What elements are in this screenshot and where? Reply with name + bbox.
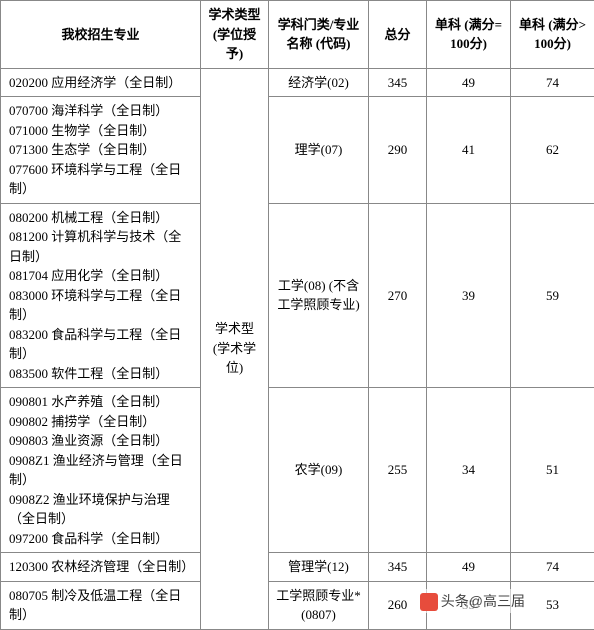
cell-category: 工学(08) (不含工学照顾专业)	[269, 203, 369, 388]
watermark: 头条@高三届	[416, 589, 529, 613]
table-row: 070700 海洋科学（全日制）071000 生物学（全日制）071300 生态…	[1, 97, 594, 204]
table-row: 120300 农林经济管理（全日制） 管理学(12) 345 49 74	[1, 553, 594, 582]
cell-major: 120300 农林经济管理（全日制）	[1, 553, 201, 582]
cell-total: 345	[369, 553, 427, 582]
header-total: 总分	[369, 1, 427, 69]
cell-category: 农学(09)	[269, 388, 369, 553]
cell-sub1: 39	[427, 203, 511, 388]
cell-major: 080705 制冷及低温工程（全日制）	[1, 581, 201, 629]
cell-category: 工学照顾专业*(0807)	[269, 581, 369, 629]
watermark-text: 头条@高三届	[441, 593, 525, 609]
header-category: 学科门类/专业名称 (代码)	[269, 1, 369, 69]
cell-sub2: 62	[511, 97, 594, 204]
cell-major: 070700 海洋科学（全日制）071000 生物学（全日制）071300 生态…	[1, 97, 201, 204]
cell-total: 270	[369, 203, 427, 388]
cell-total: 345	[369, 68, 427, 97]
cell-sub1: 41	[427, 97, 511, 204]
header-sub2: 单科 (满分>100分)	[511, 1, 594, 69]
cell-category: 管理学(12)	[269, 553, 369, 582]
admission-score-table: 我校招生专业 学术类型 (学位授予) 学科门类/专业名称 (代码) 总分 单科 …	[0, 0, 594, 630]
cell-sub2: 59	[511, 203, 594, 388]
cell-major: 090801 水产养殖（全日制）090802 捕捞学（全日制）090803 渔业…	[1, 388, 201, 553]
header-sub1: 单科 (满分=100分)	[427, 1, 511, 69]
cell-major: 080200 机械工程（全日制）081200 计算机科学与技术（全日制）0817…	[1, 203, 201, 388]
cell-sub1: 34	[427, 388, 511, 553]
cell-sub2: 51	[511, 388, 594, 553]
cell-major: 020200 应用经济学（全日制）	[1, 68, 201, 97]
cell-sub2: 74	[511, 68, 594, 97]
cell-total: 255	[369, 388, 427, 553]
header-type: 学术类型 (学位授予)	[201, 1, 269, 69]
table-row: 090801 水产养殖（全日制）090802 捕捞学（全日制）090803 渔业…	[1, 388, 594, 553]
cell-sub1: 49	[427, 553, 511, 582]
cell-category: 理学(07)	[269, 97, 369, 204]
cell-sub1: 49	[427, 68, 511, 97]
table-row: 020200 应用经济学（全日制） 学术型 (学术学位) 经济学(02) 345…	[1, 68, 594, 97]
cell-category: 经济学(02)	[269, 68, 369, 97]
table-row: 080200 机械工程（全日制）081200 计算机科学与技术（全日制）0817…	[1, 203, 594, 388]
header-major: 我校招生专业	[1, 1, 201, 69]
cell-sub2: 74	[511, 553, 594, 582]
table-body: 020200 应用经济学（全日制） 学术型 (学术学位) 经济学(02) 345…	[1, 68, 594, 629]
toutiao-icon	[420, 593, 438, 611]
cell-total: 290	[369, 97, 427, 204]
table-header-row: 我校招生专业 学术类型 (学位授予) 学科门类/专业名称 (代码) 总分 单科 …	[1, 1, 594, 69]
cell-type: 学术型 (学术学位)	[201, 68, 269, 629]
